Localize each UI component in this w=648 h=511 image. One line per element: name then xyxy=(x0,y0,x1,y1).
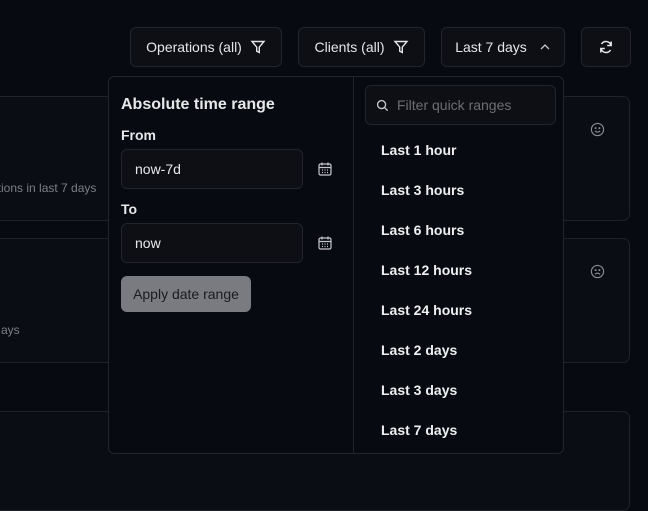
quick-range-item[interactable]: Last 12 hours xyxy=(381,262,473,278)
quick-range-item[interactable]: Last 6 hours xyxy=(381,222,465,238)
card-subtitle: ays xyxy=(1,323,20,337)
apply-date-range-button[interactable]: Apply date range xyxy=(121,276,251,312)
clients-filter-button[interactable]: Clients (all) xyxy=(298,27,425,67)
frown-icon xyxy=(590,264,605,279)
divider xyxy=(353,77,354,453)
quick-range-item[interactable]: Last 1 hour xyxy=(381,142,457,158)
filter-icon xyxy=(392,40,409,54)
calendar-icon[interactable] xyxy=(317,235,333,251)
popover-title: Absolute time range xyxy=(121,96,275,113)
quick-range-item[interactable]: Last 3 days xyxy=(381,382,458,398)
operations-label: Operations (all) xyxy=(146,39,242,55)
filter-icon xyxy=(250,40,266,54)
from-input[interactable]: now-7d xyxy=(121,149,303,189)
from-label: From xyxy=(121,127,156,143)
smile-icon xyxy=(590,122,605,137)
quick-range-item[interactable]: Last 3 hours xyxy=(381,182,465,198)
time-range-button[interactable]: Last 7 days xyxy=(441,27,565,67)
card-subtitle: ations in last 7 days xyxy=(0,181,97,195)
calendar-icon[interactable] xyxy=(317,161,333,177)
clients-label: Clients (all) xyxy=(314,39,385,55)
refresh-icon xyxy=(600,40,612,54)
search-icon xyxy=(376,99,389,111)
quick-range-search-input[interactable] xyxy=(397,97,547,113)
to-label: To xyxy=(121,201,138,217)
quick-range-item[interactable]: Last 24 hours xyxy=(381,302,473,318)
quick-range-search[interactable] xyxy=(365,85,556,125)
operations-filter-button[interactable]: Operations (all) xyxy=(130,27,282,67)
to-input[interactable]: now xyxy=(121,223,303,263)
time-range-popover: Absolute time range From now-7d To now A… xyxy=(108,76,564,454)
time-range-label: Last 7 days xyxy=(455,39,527,55)
refresh-button[interactable] xyxy=(581,27,631,67)
quick-range-item[interactable]: Last 7 days xyxy=(381,422,458,438)
chevron-up-icon xyxy=(540,44,550,50)
quick-range-item[interactable]: Last 2 days xyxy=(381,342,458,358)
